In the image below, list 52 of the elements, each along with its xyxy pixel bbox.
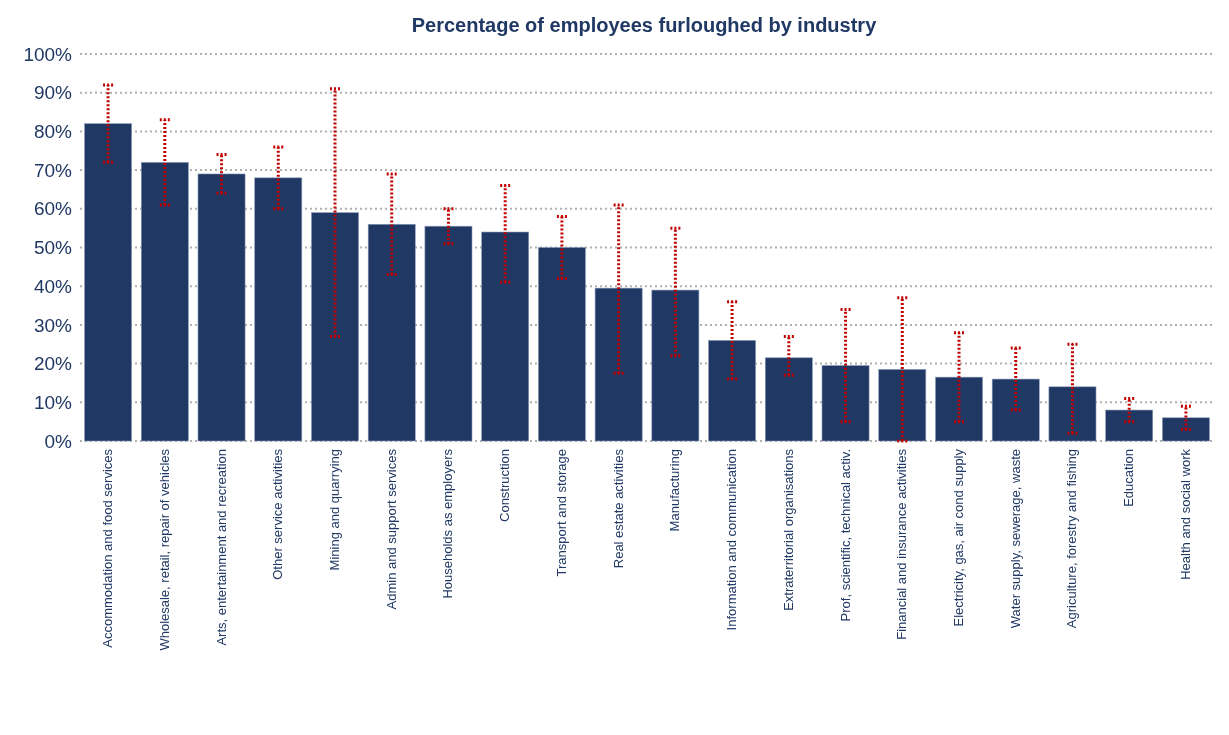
y-tick-label: 10% (33, 391, 73, 413)
bar (764, 357, 813, 442)
bar (1048, 386, 1097, 442)
chart-title: Percentage of employees furloughed by industry (411, 14, 878, 36)
x-tick-label: Prof, scientific, technical activ. (837, 449, 853, 622)
bar (935, 376, 983, 442)
x-tick-label: Construction (497, 449, 513, 522)
bar (1105, 409, 1154, 442)
x-tick-label: Arts, entertainment and recreation (213, 449, 229, 646)
x-tick-label: Health and social work (1177, 448, 1193, 580)
y-tick-label: 70% (33, 159, 73, 181)
y-tick-label: 90% (33, 82, 73, 104)
bar (878, 369, 927, 442)
x-tick-label: Real estate activities (610, 448, 626, 569)
bar (254, 177, 303, 442)
bar (708, 340, 756, 442)
x-tick-label: Mining and quarrying (326, 449, 342, 571)
bar (821, 365, 870, 442)
x-tick-label: Financial and insurance activities (894, 448, 910, 640)
y-tick-label: 0% (44, 430, 73, 452)
bar (84, 123, 132, 442)
bar (538, 247, 586, 442)
bar (140, 162, 189, 442)
bar (651, 289, 700, 442)
y-tick-label: 40% (33, 275, 73, 297)
x-tick-label: Education (1121, 449, 1137, 507)
y-tick-label: 100% (23, 43, 73, 65)
y-tick-label: 30% (33, 314, 73, 336)
bar (1162, 417, 1210, 442)
bar (197, 173, 246, 442)
x-tick-label: Water supply, sewerage, waste (1007, 449, 1023, 629)
bar (594, 287, 643, 442)
y-tick-label: 50% (33, 237, 73, 259)
x-tick-label: Electricity, gas, air cond supply (951, 448, 967, 627)
bar (424, 225, 473, 442)
x-tick-label: Information and communication (724, 449, 740, 631)
x-tick-label: Wholesale, retail, repair of vehicles (156, 448, 172, 651)
x-tick-label: Agriculture, forestry and fishing (1064, 449, 1080, 629)
x-tick-label: Households as employers (440, 448, 456, 599)
y-tick-label: 60% (33, 198, 73, 220)
bar (481, 231, 530, 442)
bar (367, 223, 416, 442)
x-tick-label: Accommodation and food services (100, 448, 116, 648)
x-tick-label: Transport and storage (553, 449, 569, 577)
y-tick-label: 20% (33, 353, 73, 375)
x-tick-label: Manufacturing (667, 449, 683, 532)
x-tick-label: Other service activities (270, 448, 286, 580)
x-tick-label: Admin and support services (383, 448, 399, 610)
bar (991, 378, 1040, 442)
x-tick-label: Extraterritorial organisations (780, 448, 796, 611)
y-tick-label: 80% (33, 121, 73, 143)
bar (311, 212, 359, 442)
